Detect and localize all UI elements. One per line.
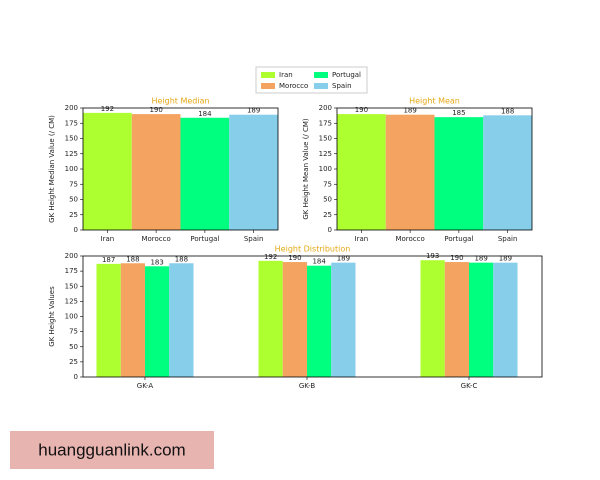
value-label: 188 bbox=[501, 107, 514, 115]
bar bbox=[483, 115, 532, 230]
chart-title: Height Median bbox=[151, 97, 209, 106]
y-tick-label: 100 bbox=[65, 165, 78, 173]
y-tick-label: 75 bbox=[69, 180, 78, 188]
value-label: 188 bbox=[175, 255, 188, 263]
bar bbox=[420, 260, 445, 377]
y-tick-label: 25 bbox=[69, 211, 78, 219]
watermark-box bbox=[10, 431, 214, 469]
x-tick-label: Spain bbox=[498, 235, 518, 243]
value-label: 185 bbox=[452, 109, 465, 117]
legend-swatch bbox=[261, 72, 275, 78]
value-label: 192 bbox=[101, 105, 114, 113]
legend-label: Morocco bbox=[279, 82, 308, 90]
y-tick-label: 100 bbox=[65, 313, 78, 321]
value-label: 187 bbox=[102, 256, 115, 264]
value-label: 189 bbox=[337, 255, 350, 263]
value-label: 188 bbox=[126, 255, 139, 263]
value-label: 190 bbox=[288, 254, 301, 262]
y-tick-label: 25 bbox=[69, 358, 78, 366]
x-tick-label: Morocco bbox=[141, 235, 170, 243]
value-label: 183 bbox=[150, 258, 163, 266]
value-label: 190 bbox=[149, 106, 162, 114]
y-tick-label: 100 bbox=[319, 165, 332, 173]
value-label: 189 bbox=[247, 107, 260, 115]
y-axis-label: GK Height Values bbox=[48, 286, 56, 347]
y-tick-label: 200 bbox=[65, 252, 78, 260]
bar bbox=[493, 262, 518, 377]
y-tick-label: 50 bbox=[69, 196, 78, 204]
bar bbox=[385, 114, 435, 230]
y-axis-label: GK Height Mean Value (/ CM) bbox=[302, 118, 310, 220]
y-tick-label: 125 bbox=[65, 297, 78, 305]
y-tick-label: 75 bbox=[69, 328, 78, 336]
x-tick-label: Portugal bbox=[190, 235, 219, 243]
x-tick-label: Morocco bbox=[395, 235, 424, 243]
value-label: 190 bbox=[450, 254, 463, 262]
value-label: 189 bbox=[474, 255, 487, 263]
x-tick-label: Iran bbox=[101, 235, 115, 243]
value-label: 184 bbox=[312, 258, 326, 266]
x-tick-label: Spain bbox=[244, 235, 264, 243]
legend-swatch bbox=[314, 83, 328, 89]
value-label: 189 bbox=[499, 255, 512, 263]
x-tick-label: Portugal bbox=[444, 235, 473, 243]
bar bbox=[120, 263, 145, 377]
y-tick-label: 175 bbox=[65, 119, 78, 127]
y-tick-label: 200 bbox=[65, 104, 78, 112]
bar bbox=[282, 262, 307, 377]
watermark: huangguanlink.com bbox=[38, 440, 185, 459]
x-tick-label: Iran bbox=[355, 235, 369, 243]
y-tick-label: 150 bbox=[319, 135, 332, 143]
bar bbox=[434, 117, 484, 230]
legend-label: Iran bbox=[279, 71, 293, 79]
y-tick-label: 125 bbox=[319, 150, 332, 158]
legend-swatch bbox=[261, 83, 275, 89]
y-tick-label: 150 bbox=[65, 282, 78, 290]
y-tick-label: 0 bbox=[74, 373, 78, 381]
y-tick-label: 175 bbox=[319, 119, 332, 127]
chart-title: Height Distribution bbox=[275, 245, 351, 254]
y-tick-label: 50 bbox=[323, 196, 332, 204]
bar bbox=[229, 114, 278, 230]
y-tick-label: 0 bbox=[328, 226, 332, 234]
value-label: 184 bbox=[198, 110, 212, 118]
plot-frame bbox=[336, 107, 533, 231]
plot-frame bbox=[82, 255, 543, 378]
bar bbox=[469, 262, 494, 377]
legend-swatch bbox=[314, 72, 328, 78]
y-tick-label: 0 bbox=[74, 226, 78, 234]
chart-title: Height Mean bbox=[409, 97, 460, 106]
y-tick-label: 75 bbox=[323, 180, 332, 188]
y-axis-label: GK Height Median Value (/ CM) bbox=[48, 115, 56, 223]
x-tick-label: GK-C bbox=[461, 382, 478, 390]
y-tick-label: 125 bbox=[65, 150, 78, 158]
bar bbox=[337, 114, 386, 230]
bar bbox=[180, 117, 230, 230]
bar bbox=[131, 114, 181, 230]
bar bbox=[258, 260, 283, 377]
bar bbox=[331, 262, 356, 377]
value-label: 192 bbox=[264, 253, 277, 261]
y-tick-label: 50 bbox=[69, 343, 78, 351]
legend-label: Spain bbox=[332, 82, 352, 90]
y-tick-label: 150 bbox=[65, 135, 78, 143]
value-label: 190 bbox=[355, 106, 368, 114]
bar bbox=[444, 262, 469, 377]
x-tick-label: GK-B bbox=[299, 382, 316, 390]
plot-frame bbox=[82, 107, 279, 231]
legend-label: Portugal bbox=[332, 71, 361, 79]
x-tick-label: GK-A bbox=[137, 382, 154, 390]
bar bbox=[307, 265, 332, 377]
bar bbox=[169, 263, 194, 377]
bar bbox=[96, 263, 121, 377]
y-tick-label: 200 bbox=[319, 104, 332, 112]
value-label: 189 bbox=[403, 107, 416, 115]
bar bbox=[145, 266, 170, 377]
bar bbox=[83, 112, 132, 230]
y-tick-label: 25 bbox=[323, 211, 332, 219]
y-tick-label: 175 bbox=[65, 267, 78, 275]
